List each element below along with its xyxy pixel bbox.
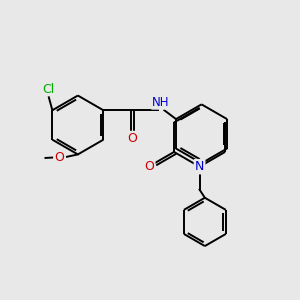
Text: N: N <box>195 160 204 173</box>
Text: O: O <box>144 160 154 173</box>
Text: O: O <box>128 132 137 145</box>
Text: Cl: Cl <box>43 82 55 95</box>
Text: O: O <box>54 152 64 164</box>
Text: NH: NH <box>152 95 169 109</box>
